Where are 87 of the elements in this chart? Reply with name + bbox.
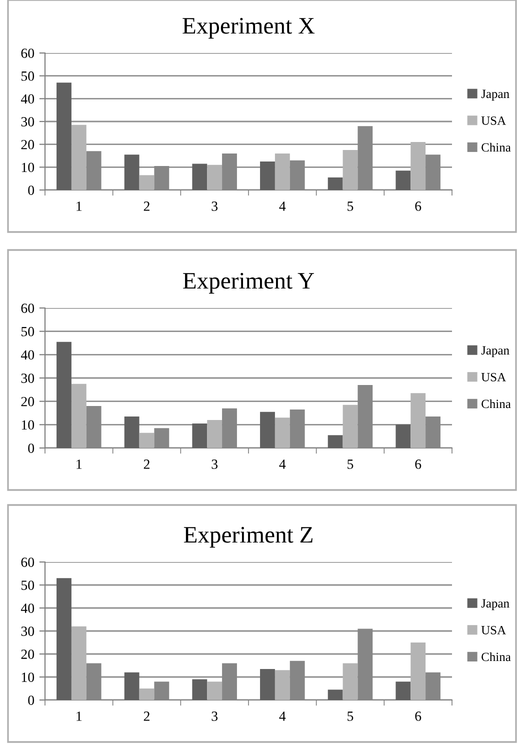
x-tick-label: 4 (279, 202, 286, 211)
legend-label: China (482, 399, 511, 408)
y-tick-label: 20 (21, 140, 34, 150)
bar (274, 153, 290, 190)
x-tick-label: 2 (144, 202, 150, 211)
x-tick-label: 4 (279, 460, 286, 469)
bar (124, 672, 140, 700)
bar (192, 164, 208, 190)
x-tick-label: 5 (348, 712, 354, 721)
x-tick-label: 1 (76, 460, 82, 469)
y-tick-label: 40 (20, 350, 34, 360)
chart-title: Experiment Z (184, 526, 312, 548)
chart-title: Experiment Y (183, 272, 314, 294)
bar (56, 578, 72, 700)
bar (410, 142, 426, 190)
x-tick-label: 1 (76, 712, 82, 721)
x-tick-label: 3 (212, 712, 218, 721)
bar (71, 124, 86, 190)
y-tick-label: 60 (21, 304, 34, 313)
y-tick-label: 10 (22, 420, 34, 430)
bar (207, 682, 222, 700)
legend-label: USA (481, 116, 506, 125)
bar (71, 626, 86, 700)
x-tick-label: 6 (415, 202, 422, 211)
legend-label: USA (481, 372, 506, 382)
bar (139, 688, 154, 700)
bar (274, 418, 290, 448)
legend-label: China (482, 142, 511, 152)
bar (260, 668, 275, 700)
legend-label: Japan (481, 90, 510, 101)
bar (260, 412, 275, 448)
bar (396, 424, 411, 448)
bar (139, 432, 154, 448)
bar (410, 393, 426, 448)
bar (328, 177, 343, 190)
bar (139, 175, 154, 190)
bar (396, 682, 411, 700)
x-tick-label: 2 (144, 460, 150, 469)
y-tick-label: 0 (28, 444, 34, 453)
bar (192, 679, 208, 700)
y-tick-label: 60 (21, 48, 34, 58)
bar (124, 154, 140, 190)
y-tick-label: 40 (20, 94, 34, 104)
y-tick-label: 50 (22, 326, 34, 336)
x-tick-label: 5 (348, 202, 354, 211)
bar (274, 670, 290, 700)
bar (342, 663, 358, 700)
bar (328, 435, 343, 448)
y-tick-label: 50 (22, 580, 34, 590)
legend-label: China (482, 652, 511, 662)
bar (396, 170, 411, 190)
bar (410, 642, 426, 700)
x-tick-label: 6 (415, 460, 422, 469)
bar (260, 161, 275, 190)
y-tick-label: 30 (21, 626, 34, 636)
bar (192, 424, 208, 448)
bar (56, 82, 72, 190)
x-tick-label: 3 (212, 460, 218, 469)
bar (342, 404, 358, 448)
y-tick-label: 0 (28, 186, 34, 195)
bar (124, 416, 140, 448)
bar (342, 150, 358, 190)
y-tick-label: 10 (22, 162, 34, 172)
chart-title: Experiment X (182, 18, 315, 39)
x-tick-label: 1 (76, 202, 82, 211)
bar (207, 420, 222, 448)
x-tick-label: 2 (144, 712, 150, 721)
y-tick-label: 50 (22, 71, 34, 81)
y-tick-label: 20 (21, 650, 34, 659)
bar (207, 164, 222, 190)
y-tick-label: 60 (21, 558, 34, 567)
legend-label: Japan (481, 599, 510, 610)
y-tick-label: 30 (21, 117, 34, 126)
x-tick-label: 3 (212, 202, 218, 211)
y-tick-label: 20 (21, 396, 34, 406)
x-tick-label: 5 (348, 460, 354, 469)
y-tick-label: 10 (22, 672, 34, 682)
legend-label: USA (481, 626, 506, 634)
y-tick-label: 0 (28, 696, 34, 705)
y-tick-label: 40 (20, 604, 34, 613)
x-tick-label: 4 (279, 712, 286, 721)
legend-label: Japan (481, 346, 510, 358)
x-tick-label: 6 (415, 712, 422, 721)
y-tick-label: 30 (21, 374, 34, 383)
bar (56, 342, 72, 448)
bar (71, 384, 86, 448)
bar (328, 690, 343, 700)
